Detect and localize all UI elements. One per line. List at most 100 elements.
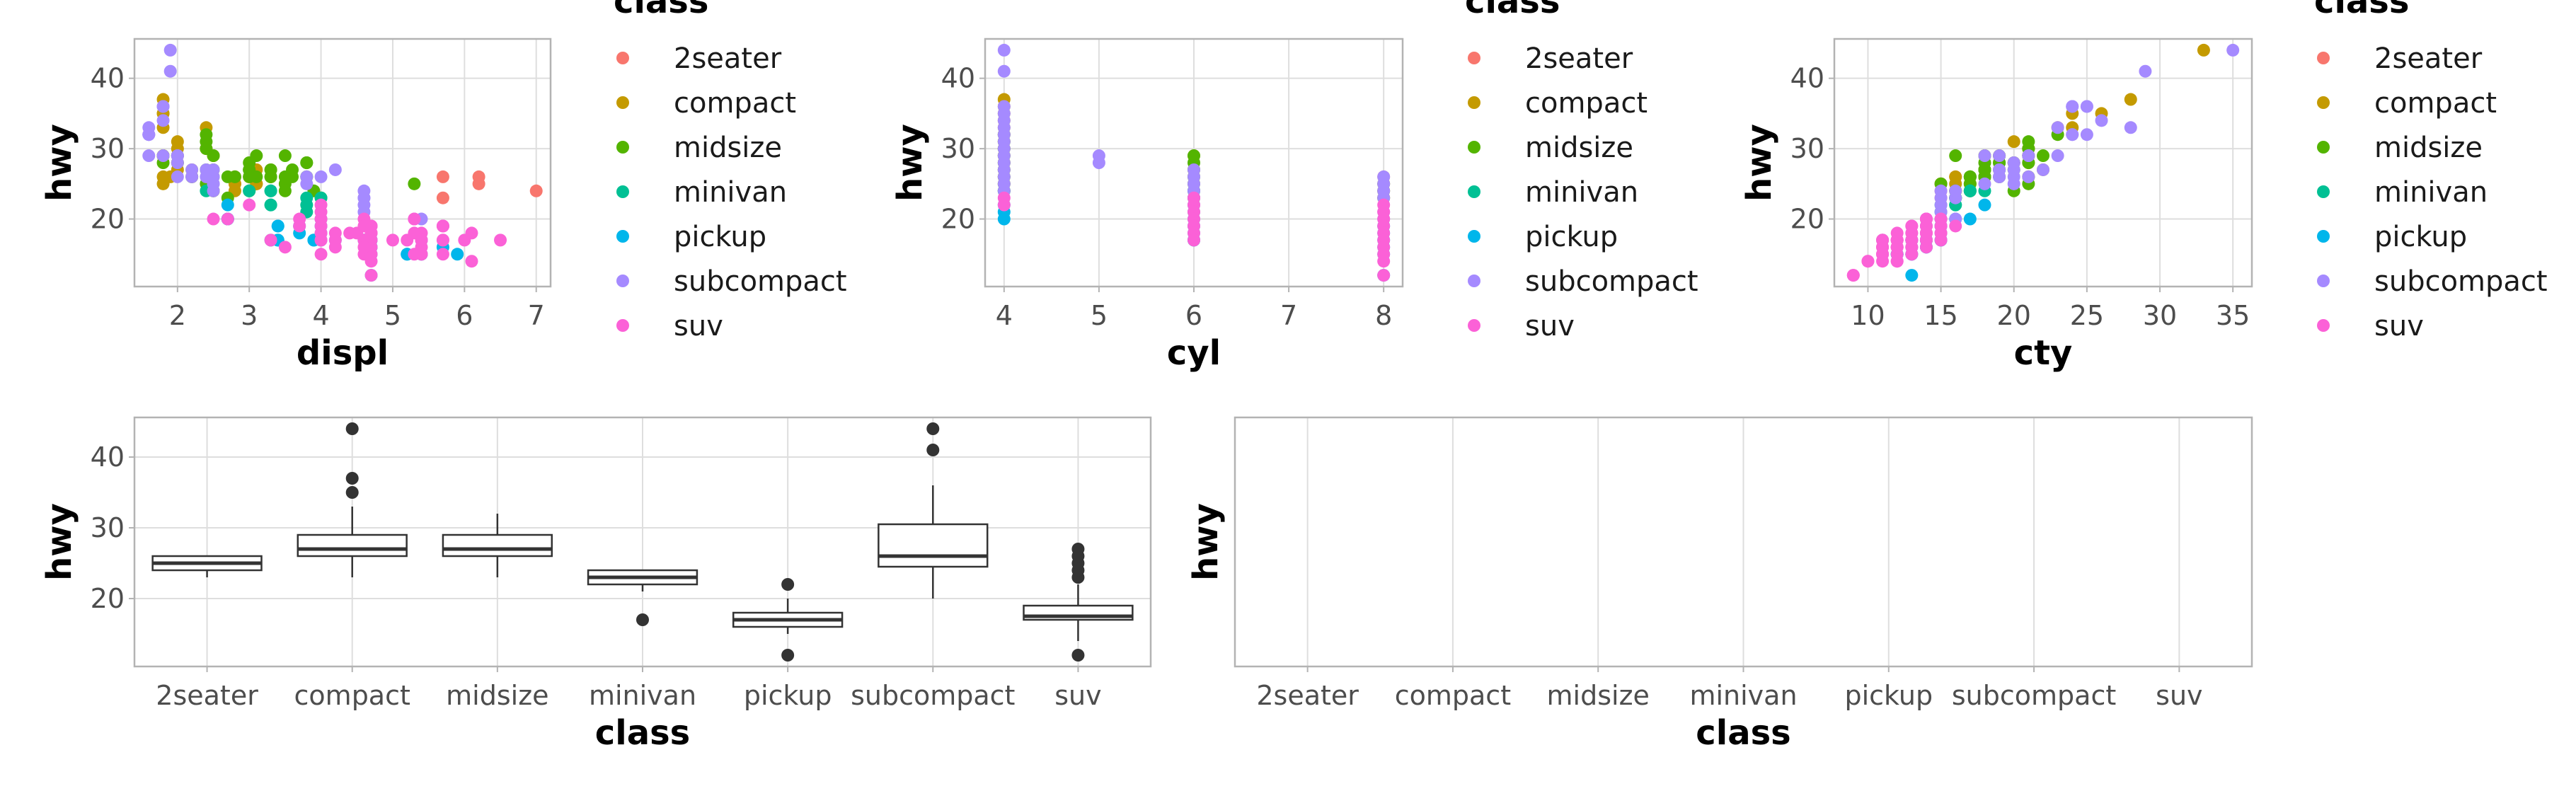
- legend-label-compact: compact: [674, 87, 796, 120]
- series-subcompact: [142, 43, 428, 226]
- data-point: [156, 149, 170, 163]
- box-body: [297, 533, 408, 558]
- y-tick-label: 40: [941, 63, 975, 94]
- data-point: [328, 226, 342, 240]
- x-tick-label: 35: [2216, 300, 2250, 331]
- outlier-point: [345, 486, 359, 499]
- panel-border: [133, 37, 552, 288]
- box-midsize: [442, 514, 553, 577]
- data-point: [142, 149, 156, 163]
- data-point: [2007, 177, 2020, 190]
- legend-key-subcompact: [2317, 275, 2330, 287]
- y-tick-label: 30: [941, 133, 975, 164]
- y-axis-title: hwy: [1740, 124, 1779, 202]
- legend-key-pickup: [1468, 230, 1480, 243]
- legend-key-suv: [616, 319, 629, 332]
- data-point: [2226, 43, 2240, 57]
- x-axis-title: class: [595, 713, 690, 753]
- data-point: [185, 170, 199, 183]
- legend-key-pickup: [616, 230, 629, 243]
- data-point: [300, 191, 314, 204]
- data-point: [1905, 233, 1919, 247]
- legend-label-suv: suv: [674, 310, 723, 342]
- data-point: [997, 198, 1011, 212]
- y-tick-label: 20: [1790, 204, 1824, 235]
- panel-border: [1833, 37, 2253, 288]
- data-point: [156, 114, 170, 127]
- data-point: [357, 198, 371, 212]
- data-point: [293, 212, 306, 226]
- legend-title: class: [2314, 0, 2409, 21]
- outlier-point: [345, 422, 359, 435]
- outlier-point: [345, 472, 359, 485]
- legend-label-pickup: pickup: [1525, 221, 1618, 253]
- legend-key-subcompact: [616, 275, 629, 287]
- box-2seater: [151, 555, 263, 577]
- legend-label-minivan: minivan: [2374, 176, 2488, 209]
- data-point: [328, 241, 342, 254]
- data-point: [278, 184, 292, 197]
- data-point: [357, 241, 371, 254]
- data-point: [1377, 269, 1391, 282]
- series-suv: [207, 198, 507, 282]
- legend-key-suv: [1468, 319, 1480, 332]
- legend-key-2seater: [1468, 52, 1480, 64]
- data-point: [314, 212, 328, 226]
- x-tick-label: 2seater: [156, 680, 258, 711]
- data-point: [207, 184, 220, 197]
- data-point: [415, 248, 428, 261]
- legend-label-suv: suv: [1525, 310, 1575, 342]
- legend-key-compact: [1468, 96, 1480, 109]
- panel-5: 2seater compact midsize minivan pickup subcom…: [1186, 416, 2253, 753]
- data-point: [1934, 191, 1948, 204]
- x-axis-title: displ: [297, 333, 389, 373]
- data-point: [1993, 163, 2006, 176]
- legend-label-2seater: 2seater: [674, 42, 782, 75]
- data-point: [1377, 255, 1391, 268]
- data-point: [1890, 241, 1904, 254]
- data-point: [1978, 177, 1991, 190]
- outlier-point: [781, 649, 795, 662]
- data-point: [2051, 121, 2064, 134]
- data-point: [465, 226, 478, 240]
- data-point: [1876, 233, 1890, 247]
- legend-label-suv: suv: [2374, 310, 2424, 342]
- data-point: [278, 241, 292, 254]
- legend-label-subcompact: subcompact: [1525, 265, 1698, 298]
- data-point: [408, 212, 421, 226]
- y-tick-label: 40: [1790, 63, 1824, 94]
- x-tick-label: 2seater: [1256, 680, 1359, 711]
- x-tick-label: 5: [384, 300, 401, 331]
- outlier-point: [926, 444, 940, 456]
- legend-key-pickup: [2317, 230, 2330, 243]
- y-tick-label: 20: [91, 204, 125, 235]
- box-suv: [1023, 543, 1134, 662]
- data-point: [243, 198, 256, 212]
- data-point: [1919, 226, 1933, 240]
- panel-1: 2 3 4 5 6 7 20 30 40 hwy displ: [40, 37, 552, 373]
- panel-2: 4 5 6 7 8 20 30 40 hwy cyl: [890, 37, 1404, 373]
- box-body: [442, 533, 553, 558]
- y-tick-label: 30: [91, 512, 125, 543]
- x-tick-label: minivan: [589, 680, 696, 711]
- data-point: [1963, 212, 1977, 226]
- data-point: [1934, 212, 1948, 226]
- x-tick-label: 4: [996, 300, 1013, 331]
- x-tick-label: pickup: [744, 680, 832, 711]
- y-tick-label: 40: [91, 63, 125, 94]
- data-point: [1905, 248, 1919, 261]
- box-compact: [297, 422, 408, 577]
- data-point: [207, 163, 220, 176]
- data-point: [264, 184, 277, 197]
- data-point: [2007, 135, 2020, 149]
- data-point: [2095, 114, 2108, 127]
- data-point: [171, 170, 184, 183]
- data-point: [1861, 255, 1875, 268]
- data-point: [314, 170, 328, 183]
- legend-key-midsize: [616, 141, 629, 154]
- outlier-point: [1071, 543, 1085, 555]
- legend-label-compact: compact: [1525, 87, 1648, 120]
- data-point: [2124, 93, 2137, 106]
- panel-border: [1234, 416, 2253, 668]
